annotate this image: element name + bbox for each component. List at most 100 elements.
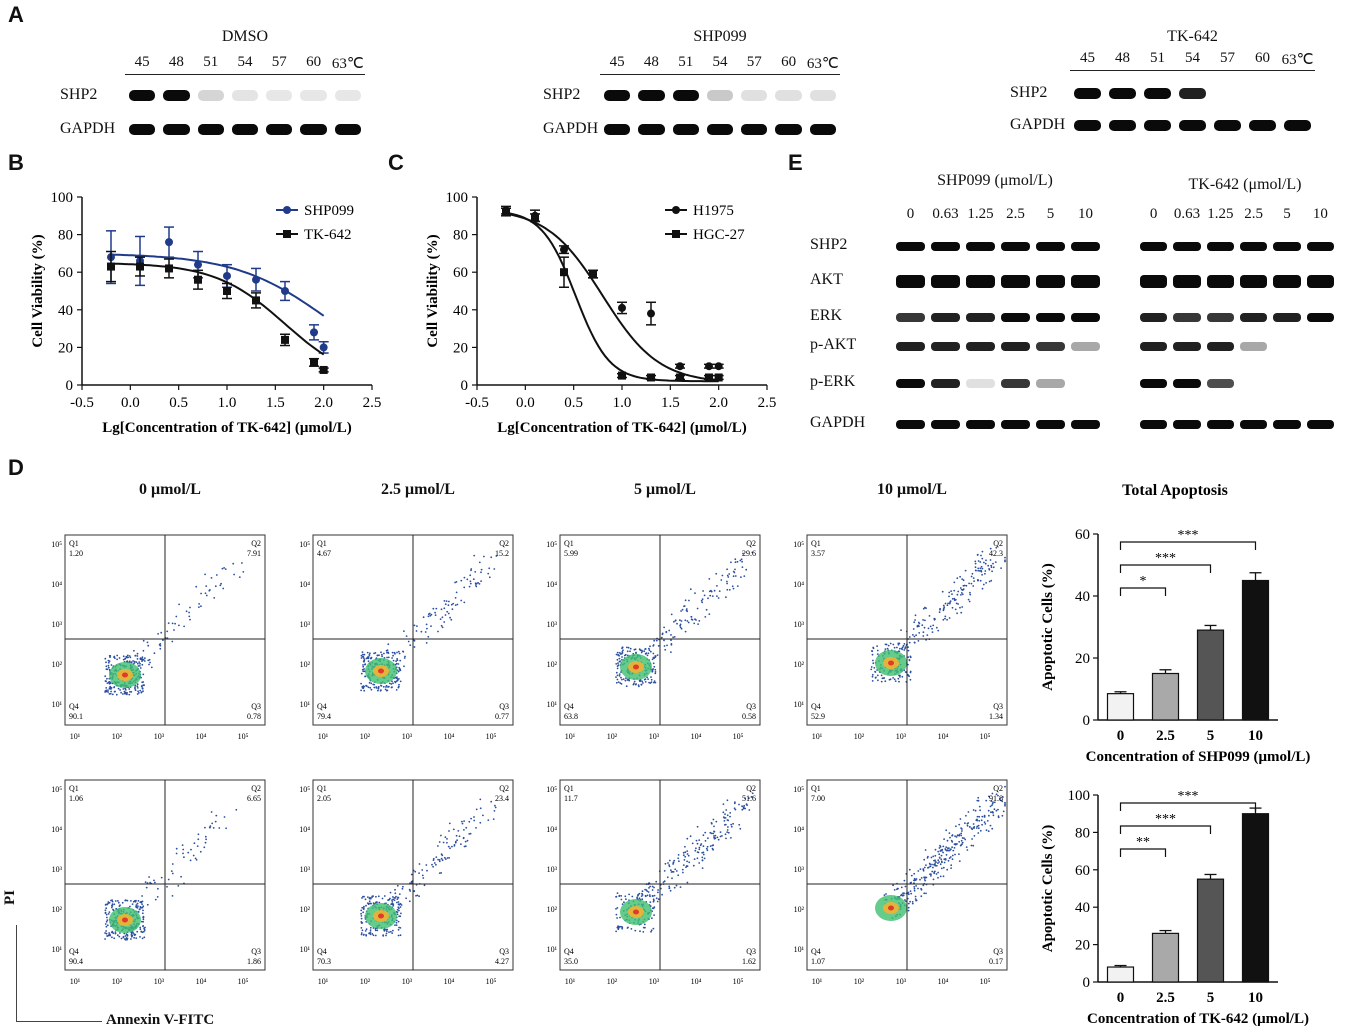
flow-event	[232, 562, 235, 565]
lane-label: 1.25	[1207, 206, 1234, 222]
flow-event	[376, 654, 379, 657]
flow-event	[968, 582, 970, 585]
flow-event	[944, 848, 947, 850]
flow-event	[740, 576, 742, 578]
flow-event	[437, 630, 439, 633]
flow-event	[617, 925, 619, 927]
y-tick-label: 0	[461, 378, 469, 394]
flow-event	[966, 824, 969, 827]
flow-event	[727, 826, 729, 828]
blot-band	[1071, 241, 1100, 251]
flow-event	[110, 664, 113, 666]
blot-band	[896, 241, 925, 251]
flow-event	[122, 655, 125, 658]
flow-event	[387, 643, 390, 646]
flow-event	[615, 896, 617, 898]
lane-label: 63℃	[331, 56, 364, 72]
flow-event	[382, 934, 385, 936]
flow-event	[990, 811, 992, 814]
flow-event	[198, 603, 201, 605]
flow-event	[377, 686, 380, 689]
flow-event	[717, 838, 720, 841]
flow-event	[904, 899, 906, 901]
flow-event	[142, 673, 145, 676]
blot-band	[896, 378, 925, 388]
lane-label: 45	[134, 54, 150, 70]
flow-event	[616, 892, 619, 894]
flow-event	[403, 665, 405, 668]
flow-event	[687, 854, 690, 857]
flow-event	[981, 550, 984, 553]
flow-event	[953, 589, 956, 592]
flow-event	[494, 806, 497, 809]
flow-event	[422, 877, 425, 879]
density-max	[378, 668, 384, 674]
flow-event	[991, 802, 994, 805]
flow-event	[972, 844, 975, 847]
x-tick-label: 10¹	[565, 732, 576, 741]
flow-event	[104, 904, 107, 906]
flow-event	[125, 655, 128, 658]
flow-event	[105, 920, 108, 923]
flow-event	[378, 901, 381, 904]
flow-event	[919, 878, 921, 881]
flow-event	[448, 857, 450, 859]
flow-event	[985, 582, 987, 584]
flow-event	[981, 557, 984, 560]
flow-event	[899, 674, 901, 677]
flow-event	[725, 837, 727, 840]
flow-event	[495, 555, 498, 557]
q2-value: 6.65	[247, 794, 261, 803]
flow-event	[117, 687, 120, 690]
flow-event	[956, 577, 959, 580]
flow-event	[385, 934, 387, 937]
lane-label: 60	[306, 54, 322, 70]
flow-event	[483, 555, 485, 558]
flow-event	[386, 928, 389, 931]
flow-event	[438, 859, 441, 861]
flow-event	[469, 582, 472, 585]
flow-event	[391, 651, 394, 654]
flow-event	[397, 934, 400, 937]
flow-event	[416, 625, 418, 627]
flow-event	[122, 693, 124, 695]
flow-event	[902, 644, 905, 647]
flow-event	[925, 607, 927, 610]
flow-event	[881, 677, 884, 680]
flow-event	[113, 690, 116, 693]
flow-event	[663, 645, 666, 647]
flow-event	[876, 645, 878, 647]
flow-event	[673, 636, 676, 638]
x-tick-label: 10⁴	[938, 732, 949, 741]
flow-event	[204, 835, 207, 838]
flow-event	[701, 859, 704, 862]
flow-event	[876, 674, 879, 677]
flow-event	[971, 572, 974, 575]
flow-event	[960, 832, 963, 835]
flow-event	[454, 581, 456, 584]
data-point-TK-642	[165, 264, 173, 273]
flow-event	[141, 920, 143, 923]
flow-event	[942, 609, 945, 612]
flow-event	[133, 649, 135, 652]
flow-event	[751, 792, 754, 795]
flow-event	[927, 855, 929, 858]
flow-event	[648, 649, 651, 652]
q2-value: 29.6	[742, 549, 756, 558]
x-tick-label: 1.5	[661, 395, 680, 411]
flow-event	[384, 688, 387, 691]
blot-row-label: SHP2	[60, 86, 98, 103]
y-tick-label: 40	[1075, 589, 1090, 605]
flow-event	[440, 834, 442, 837]
flow-event	[880, 674, 883, 677]
flow-event	[421, 869, 424, 871]
flow-event	[977, 560, 980, 562]
y-tick-label: 10⁴	[546, 580, 557, 589]
flow-event	[686, 881, 689, 884]
flow-event	[739, 827, 742, 830]
flow-event	[742, 807, 745, 810]
flow-event	[210, 811, 213, 813]
flow-event	[680, 627, 683, 630]
flow-event	[889, 642, 892, 645]
flow-event	[204, 841, 207, 844]
